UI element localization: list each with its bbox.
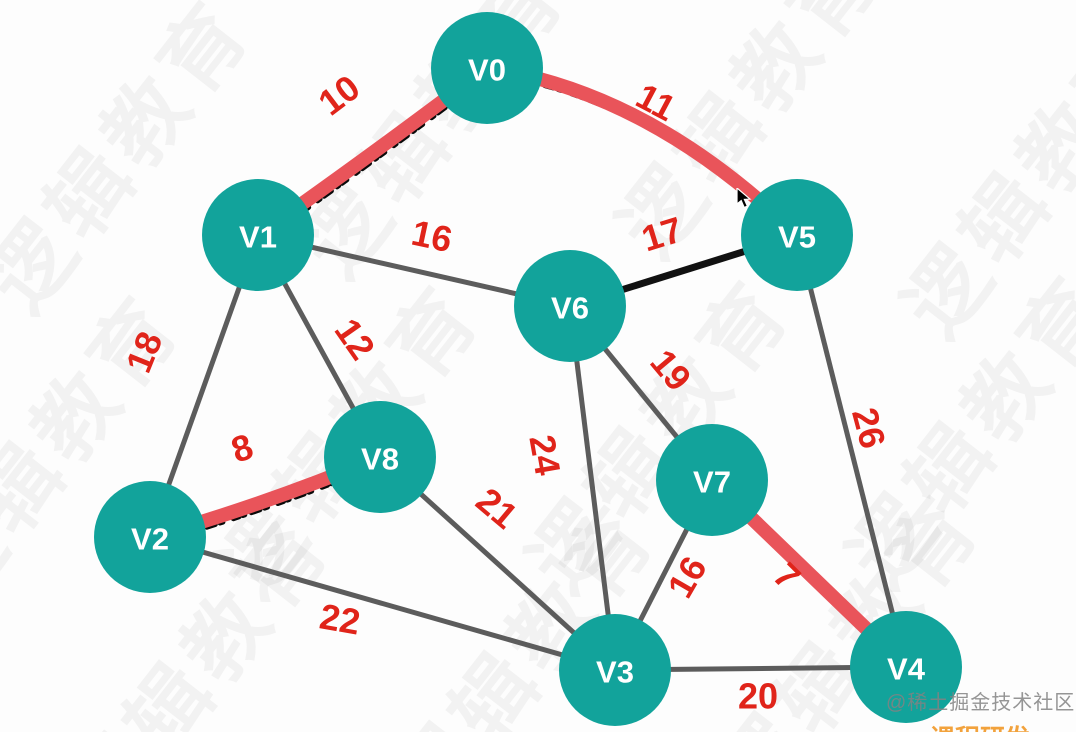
node-label-V6: V6 xyxy=(551,291,589,326)
node-circle-V3 xyxy=(559,614,671,726)
edge-V6-V3 xyxy=(567,305,618,671)
edge-weight-label-V1-V2: 18 xyxy=(117,326,170,378)
edge-weight-label-V3-V7: 16 xyxy=(659,549,715,604)
edge-weight-label-V1-V6: 16 xyxy=(408,212,456,260)
node-circle-V1 xyxy=(202,179,314,291)
node-circle-V6 xyxy=(514,250,626,362)
node-label-V1: V1 xyxy=(239,220,277,255)
node-label-V2: V2 xyxy=(131,522,169,557)
edge-weight-label-V2-V3: 22 xyxy=(317,595,364,642)
node-label-V4: V4 xyxy=(887,652,926,687)
edge-V2-V3 xyxy=(149,534,616,673)
node-circle-V7 xyxy=(656,424,768,536)
edge-weight-label-V3-V4: 20 xyxy=(738,676,778,717)
node-label-V8: V8 xyxy=(361,442,399,477)
node-circle-V8 xyxy=(324,401,436,513)
footer-partial-text: 课程研发 xyxy=(930,719,1030,732)
node-label-V0: V0 xyxy=(468,53,506,88)
node-circle-V0 xyxy=(431,12,543,124)
edge-weight-label-V2-V8: 8 xyxy=(226,425,258,470)
mouse-cursor-icon xyxy=(736,188,752,209)
edge-weight-label-V8-V3: 21 xyxy=(468,479,525,536)
node-label-V3: V3 xyxy=(596,655,634,690)
node-label-V7: V7 xyxy=(693,465,731,500)
edge-weight-label-V6-V7: 19 xyxy=(642,341,699,398)
node-circle-V4 xyxy=(850,611,962,723)
node-label-V5: V5 xyxy=(778,220,816,255)
edge-V5-V4 xyxy=(794,234,909,668)
edge-weight-label-V6-V3: 24 xyxy=(521,432,568,479)
edge-weight-label-V0-V1: 10 xyxy=(311,67,368,124)
credit-watermark: @稀土掘金技术社区 xyxy=(886,692,1076,714)
node-circle-V5 xyxy=(741,179,853,291)
node-circle-V2 xyxy=(94,481,206,593)
edge-weight-label-V1-V8: 12 xyxy=(327,311,384,367)
edge-weight-label-V6-V5: 17 xyxy=(637,209,687,260)
